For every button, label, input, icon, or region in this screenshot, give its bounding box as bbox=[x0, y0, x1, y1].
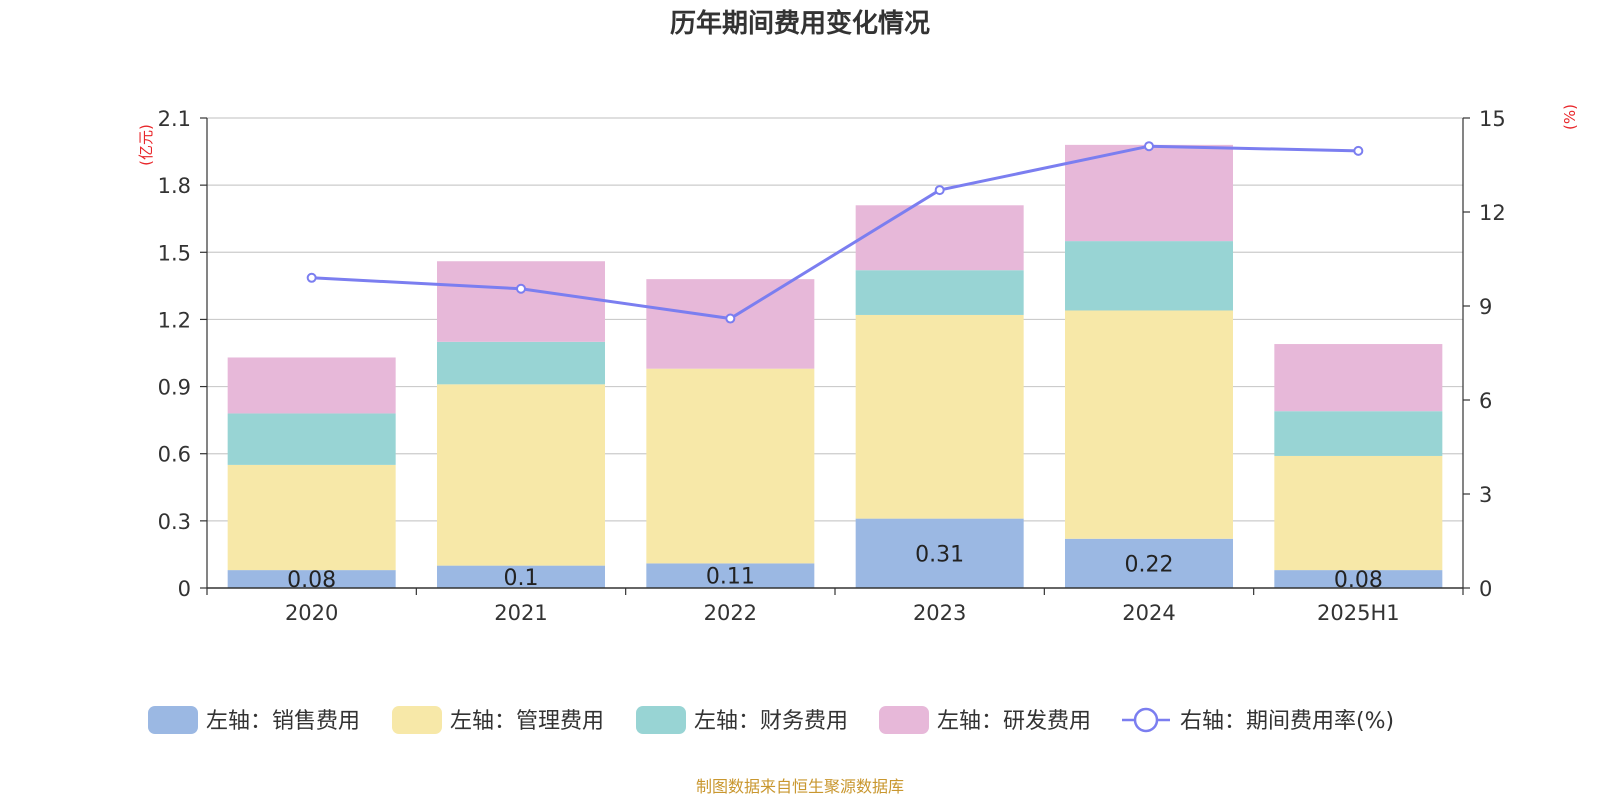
bar-segment bbox=[646, 563, 815, 588]
rate-line bbox=[311, 144, 1359, 321]
axes: 0 0.3 0.6 0.9 1.2 1.5 1.8 2.1 0 3 6 9 12 15 2020 2021 20… bbox=[158, 107, 1506, 625]
bar-segment bbox=[227, 464, 396, 571]
rate-point bbox=[934, 185, 945, 196]
bar-data-label: 0.1 bbox=[504, 566, 539, 591]
right-tick-label: 12 bbox=[1479, 201, 1506, 225]
bar-segment bbox=[855, 314, 1024, 519]
bar-data-label: 0.08 bbox=[287, 568, 336, 593]
bar-series bbox=[227, 144, 1443, 588]
right-axis-unit: (%) bbox=[1561, 104, 1579, 130]
x-tick-label: 2022 bbox=[704, 601, 757, 625]
left-tick-label: 2.1 bbox=[158, 107, 191, 131]
legend-swatch bbox=[879, 706, 929, 734]
left-tick-label: 0.9 bbox=[158, 376, 191, 400]
bar-segment bbox=[227, 357, 396, 414]
bar-segment bbox=[1274, 455, 1443, 571]
bar-segment bbox=[855, 205, 1024, 271]
bar-segment bbox=[646, 279, 815, 369]
left-axis-unit: (亿元) bbox=[137, 124, 155, 166]
rate-point bbox=[306, 272, 317, 283]
legend-swatch bbox=[392, 706, 442, 734]
x-tick-label: 2025H1 bbox=[1317, 601, 1400, 625]
bar-segment bbox=[437, 565, 605, 588]
legend-label: 左轴：管理费用 bbox=[450, 709, 604, 734]
bar-data-label: 0.31 bbox=[915, 542, 964, 567]
bar-segment bbox=[1065, 144, 1233, 242]
x-tick-label: 2021 bbox=[494, 601, 547, 625]
left-tick-label: 1.8 bbox=[158, 174, 191, 198]
legend-label: 左轴：销售费用 bbox=[206, 709, 360, 734]
legend-label: 右轴：期间费用率(%) bbox=[1180, 709, 1394, 734]
bar-segment bbox=[437, 341, 605, 385]
legend: 左轴：销售费用 左轴：管理费用 左轴：财务费用 左轴：研发费用 右轴：期间费用率(%) bbox=[148, 706, 1394, 734]
left-tick-label: 0.6 bbox=[158, 443, 191, 467]
chart-title: 历年期间费用变化情况 bbox=[670, 8, 930, 39]
x-tick-label: 2020 bbox=[285, 601, 338, 625]
bar-segment bbox=[437, 384, 605, 566]
bar-segment bbox=[1274, 570, 1443, 588]
right-tick-label: 0 bbox=[1479, 577, 1492, 601]
left-tick-label: 0 bbox=[178, 577, 191, 601]
bar-segment bbox=[646, 368, 815, 564]
right-tick-label: 6 bbox=[1479, 389, 1492, 413]
bar-data-label: 0.22 bbox=[1125, 552, 1174, 577]
legend-marker bbox=[1133, 707, 1159, 733]
bar-segment bbox=[1274, 411, 1443, 456]
left-tick-label: 1.5 bbox=[158, 241, 191, 265]
grid-lines bbox=[207, 117, 1463, 522]
bar-segment bbox=[1065, 310, 1233, 539]
legend-swatch bbox=[636, 706, 686, 734]
legend-label: 左轴：财务费用 bbox=[694, 709, 848, 734]
bar-segment bbox=[227, 570, 396, 588]
bar-segment bbox=[855, 518, 1024, 588]
left-tick-label: 1.2 bbox=[158, 308, 191, 332]
bar-segment bbox=[227, 413, 396, 465]
bar-data-label: 0.08 bbox=[1334, 568, 1383, 593]
rate-line-series bbox=[306, 141, 1364, 324]
x-tick-label: 2024 bbox=[1122, 601, 1175, 625]
bar-segment bbox=[437, 261, 605, 342]
legend-label: 左轴：研发费用 bbox=[937, 709, 1091, 734]
data-labels: 0.08 0.1 0.11 0.31 0.22 0.08 bbox=[287, 542, 1383, 593]
rate-point bbox=[516, 283, 526, 294]
right-tick-label: 15 bbox=[1479, 107, 1506, 131]
rate-point bbox=[1144, 141, 1154, 152]
source-note: 制图数据来自恒生聚源数据库 bbox=[696, 777, 904, 796]
bar-segment bbox=[1065, 241, 1233, 311]
x-tick-label: 2023 bbox=[913, 601, 966, 625]
bar-segment bbox=[855, 270, 1024, 315]
legend-swatch bbox=[148, 706, 198, 734]
right-tick-label: 3 bbox=[1479, 483, 1492, 507]
right-tick-label: 9 bbox=[1479, 295, 1492, 319]
left-tick-label: 0.3 bbox=[158, 510, 191, 534]
bar-data-label: 0.11 bbox=[706, 565, 755, 590]
bar-segment bbox=[1274, 344, 1443, 412]
rate-point bbox=[725, 313, 736, 324]
bar-segment bbox=[1065, 538, 1233, 588]
rate-point bbox=[1353, 145, 1364, 156]
